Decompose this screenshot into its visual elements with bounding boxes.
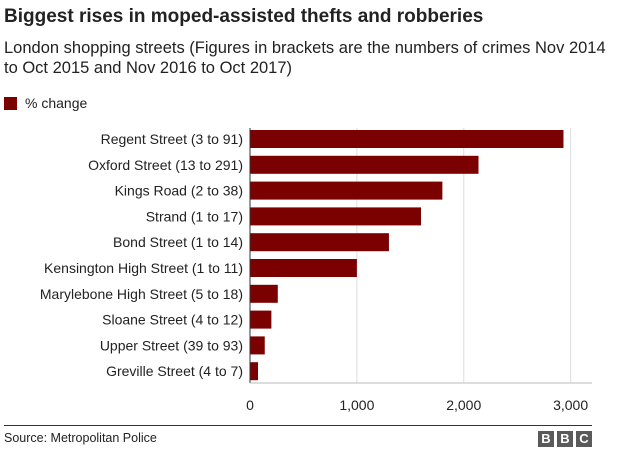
bar-chart: Regent Street (3 to 91) Oxford Street (13…	[40, 128, 592, 413]
bar	[250, 259, 357, 277]
logo-letter: B	[557, 431, 573, 447]
category-label: Marylebone High Street (5 to 18)	[40, 286, 243, 302]
category-label: Sloane Street (4 to 12)	[102, 312, 243, 328]
bar	[250, 284, 278, 303]
logo-letter: B	[538, 431, 554, 447]
x-tick-label: 2,000	[446, 397, 481, 413]
bar	[250, 310, 272, 329]
bar	[250, 336, 265, 355]
category-label: Upper Street (39 to 93)	[100, 337, 243, 353]
category-label: Strand (1 to 17)	[146, 208, 243, 224]
bar	[250, 130, 564, 148]
category-label: Bond Street (1 to 14)	[113, 234, 243, 250]
bbc-logo: B B C	[538, 431, 592, 447]
category-label: Regent Street (3 to 91)	[101, 131, 243, 147]
bar	[250, 233, 389, 252]
chart-title: Biggest rises in moped-assisted thefts a…	[4, 6, 484, 27]
legend-swatch	[4, 96, 17, 110]
footer-divider	[4, 425, 592, 426]
bar	[250, 181, 443, 200]
bar	[250, 207, 421, 226]
bar	[250, 362, 259, 381]
category-label: Kings Road (2 to 38)	[115, 183, 243, 199]
logo-letter: C	[576, 431, 592, 447]
source-note: Source: Metropolitan Police	[4, 431, 157, 445]
x-tick-label: 1,000	[339, 397, 374, 413]
category-label: Greville Street (4 to 7)	[106, 363, 243, 379]
chart-subtitle: London shopping streets (Figures in brac…	[4, 39, 606, 77]
x-tick-label: 0	[246, 397, 254, 413]
legend-label: % change	[25, 95, 88, 111]
category-label: Kensington High Street (1 to 11)	[44, 260, 243, 276]
category-label: Oxford Street (13 to 291)	[88, 157, 243, 173]
bar	[250, 155, 479, 174]
x-tick-label: 3,000	[553, 397, 588, 413]
legend: % change	[4, 94, 87, 112]
